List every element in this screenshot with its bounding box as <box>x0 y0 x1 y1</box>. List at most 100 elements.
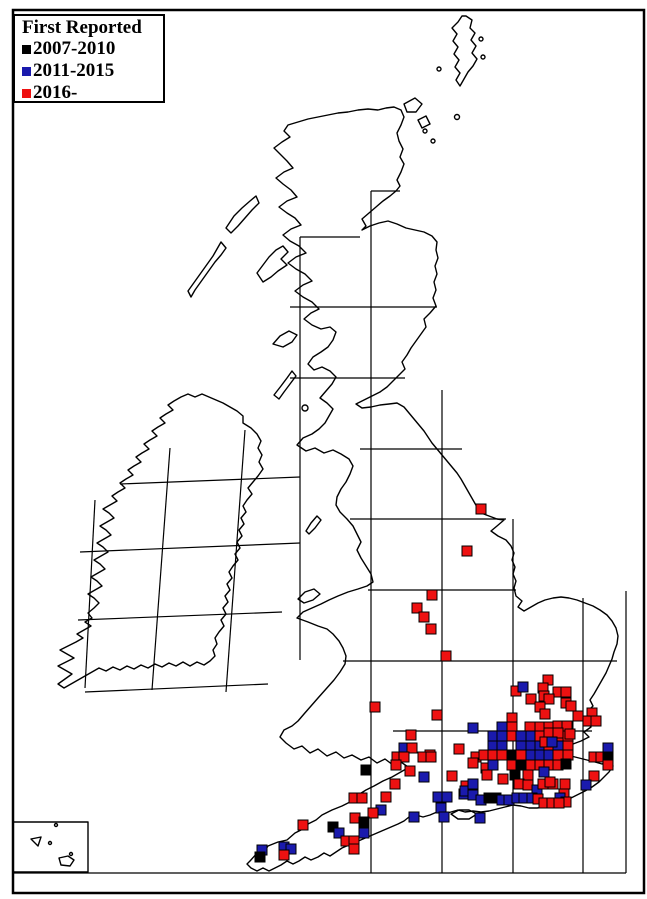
record-square <box>440 650 452 662</box>
record-square <box>285 843 297 855</box>
record-square <box>446 770 458 782</box>
record-square <box>369 701 381 713</box>
record-square <box>560 686 572 698</box>
record-square <box>543 693 555 705</box>
record-square <box>425 623 437 635</box>
grid-line <box>84 499 96 689</box>
islet <box>430 138 436 144</box>
record-square <box>539 708 551 720</box>
grid-line <box>77 611 283 621</box>
grid-lines <box>12 190 627 874</box>
record-square <box>496 730 508 742</box>
legend-row: 2016- <box>22 82 163 104</box>
record-square <box>474 812 486 824</box>
record-square <box>418 771 430 783</box>
coastline-skye <box>256 245 289 283</box>
coastlines <box>12 15 619 873</box>
record-square <box>356 792 368 804</box>
record-square <box>496 749 508 761</box>
record-square <box>588 770 600 782</box>
coastline-lewis <box>225 195 260 234</box>
coastline-isle-of-man <box>305 515 322 535</box>
record-square <box>404 765 416 777</box>
record-square <box>552 727 564 739</box>
islet-arran <box>301 404 309 412</box>
map-frame <box>11 8 646 895</box>
record-square <box>380 791 392 803</box>
record-square <box>358 816 370 828</box>
record-square <box>565 700 577 712</box>
record-square <box>348 843 360 855</box>
record-square <box>497 773 509 785</box>
record-square <box>572 710 584 722</box>
coastline-great-britain <box>246 106 619 872</box>
islet <box>478 36 484 42</box>
record-square <box>426 589 438 601</box>
record-square <box>390 759 402 771</box>
record-square <box>475 503 487 515</box>
record-square <box>360 764 372 776</box>
record-square <box>580 779 592 791</box>
grid-line <box>151 447 171 691</box>
legend-row: 2011-2015 <box>22 60 163 82</box>
record-square <box>453 743 465 755</box>
record-square <box>544 776 556 788</box>
record-square <box>467 778 479 790</box>
coastline-anglesey <box>297 588 321 604</box>
record-square <box>481 769 493 781</box>
record-square <box>602 759 614 771</box>
record-square <box>564 728 576 740</box>
record-square <box>560 758 572 770</box>
legend-swatch-2011-2015 <box>22 66 31 76</box>
coastline-shetland <box>451 15 478 87</box>
islet <box>480 54 486 60</box>
islet <box>436 66 442 72</box>
record-square <box>425 751 437 763</box>
legend-label: 2007-2010 <box>33 38 116 59</box>
grid-line <box>79 542 301 553</box>
record-squares <box>254 503 614 863</box>
grid-line <box>225 429 246 693</box>
islet-guernsey <box>30 836 42 847</box>
record-square <box>559 778 571 790</box>
islet-fair-isle <box>453 113 461 121</box>
record-square <box>515 759 527 771</box>
record-square <box>254 851 266 863</box>
record-square <box>411 602 423 614</box>
islet <box>422 128 428 134</box>
coastline-uists <box>187 241 227 298</box>
coastline-orkney-south <box>417 115 431 129</box>
record-square <box>297 819 309 831</box>
record-square <box>327 821 339 833</box>
coastline-ireland <box>57 393 264 689</box>
record-square <box>553 797 565 809</box>
record-square <box>461 545 473 557</box>
islet-sark <box>47 840 53 846</box>
coastline-orkney <box>403 97 423 113</box>
record-square <box>389 778 401 790</box>
grid-line <box>84 683 269 693</box>
legend-title: First Reported <box>22 17 142 38</box>
coastline-islay-jura <box>273 370 297 400</box>
record-square <box>358 827 370 839</box>
record-square <box>467 722 479 734</box>
record-square <box>418 611 430 623</box>
record-square <box>431 709 443 721</box>
legend-label: 2011-2015 <box>33 60 115 81</box>
legend-swatch-2007-2010 <box>22 44 31 54</box>
record-square <box>515 749 527 761</box>
record-square <box>487 759 499 771</box>
legend-label: 2016- <box>33 82 78 103</box>
record-square <box>278 849 290 861</box>
record-square <box>538 766 550 778</box>
record-square <box>590 715 602 727</box>
legend-row: 2007-2010 <box>22 38 163 60</box>
islet-herm <box>68 851 74 857</box>
record-square <box>333 827 345 839</box>
legend: First Reported 2007-2010 2011-2015 2016- <box>13 14 165 103</box>
record-square <box>525 693 537 705</box>
record-square <box>467 757 479 769</box>
record-square <box>517 681 529 693</box>
